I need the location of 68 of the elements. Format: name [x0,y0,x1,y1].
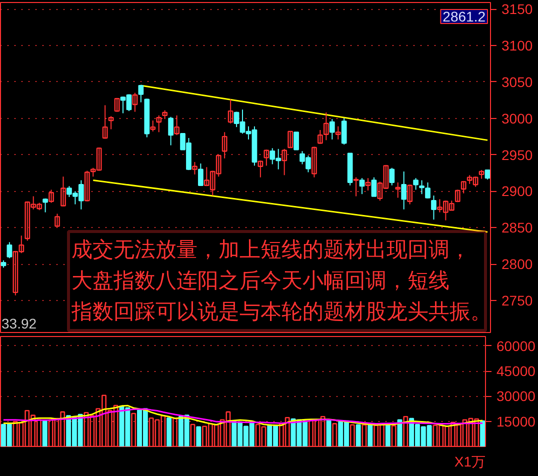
candlestick [294,132,299,150]
candlestick [114,97,120,112]
annotation: 2861.2 [442,8,486,24]
candlestick [365,178,371,191]
candlestick [60,176,66,207]
candlestick [389,167,395,186]
candlestick [54,213,60,228]
candlestick [42,198,48,213]
y-tick-label: 60000 [496,338,536,354]
candlestick [353,176,359,197]
annotation: 33.92 [2,316,37,332]
candlestick [454,189,460,203]
candlestick [138,84,144,103]
candlestick [401,171,407,210]
candlestick [484,169,490,180]
candlestick [198,162,204,186]
candlestick [413,178,418,190]
candlestick [264,149,270,166]
y-tick-label: 2800 [502,256,533,272]
candlestick [335,126,341,140]
candlestick [222,132,228,159]
candlestick [395,182,401,198]
candlestick [168,116,174,146]
annotation: 指数回踩可以说是与本轮的题材股龙头共振。 [70,300,492,324]
line-series [2,404,484,427]
candlestick [174,114,180,136]
candlestick [312,146,317,178]
candlestick [341,118,347,146]
text: X1万 [454,454,486,470]
candlestick [108,116,114,130]
bar [368,423,373,446]
y-tick-label: 3100 [502,37,533,54]
y-tick-label: 3050 [502,74,533,90]
candlestick [258,160,264,178]
bar [42,420,48,446]
bar [356,424,361,446]
line-series [2,408,484,424]
candlestick [228,98,234,124]
candlestick [329,118,335,140]
candlestick [371,176,377,197]
candlestick [156,114,162,133]
bar [196,426,202,446]
candlestick [102,104,108,140]
y-tick-label: 2950 [502,146,533,163]
annotation: 成交无法放量，加上短线的题材出现回调， [72,238,470,262]
bar [480,420,486,446]
y-tick-label: 2750 [502,292,533,308]
candlestick [6,242,12,259]
candlestick [282,148,288,176]
candlestick [288,130,294,148]
y-tick-label: 30000 [496,388,536,404]
candlestick [192,162,198,175]
y-tick-label: 2850 [502,220,533,236]
annotation: 大盘指数八连阳之后今天小幅回调，短线 [72,270,450,292]
candlestick [407,184,413,205]
candlestick [48,189,54,204]
bar [385,424,390,446]
y-tick-label: 45000 [496,363,536,380]
candlestick [359,178,365,195]
candlestick [150,120,156,132]
y-tick-label: 3150 [502,1,533,18]
y-tick-label: 2900 [502,183,533,200]
y-tick-label: 3000 [502,110,533,126]
candlestick [460,180,466,194]
candlestick [132,92,138,112]
y-tick-label: 15000 [496,413,536,430]
candlestick [431,195,436,220]
bar [166,417,172,446]
